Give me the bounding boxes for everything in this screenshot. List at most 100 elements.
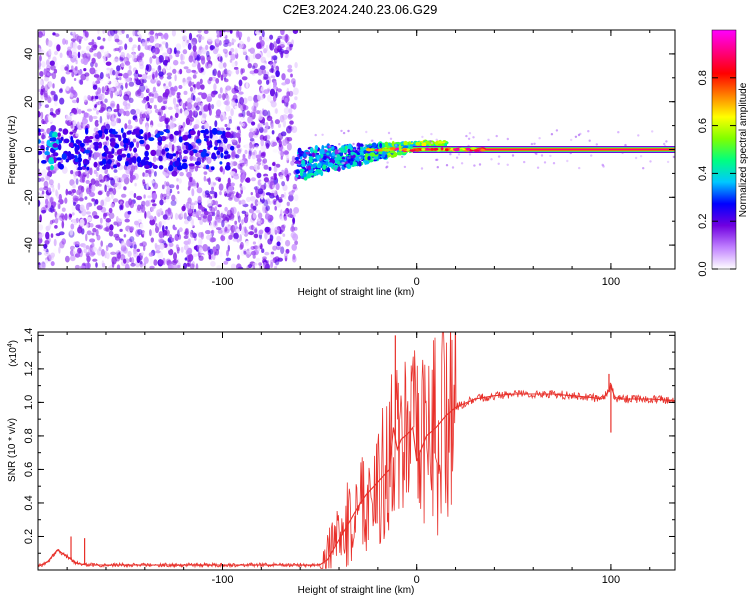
heatmap-cell (253, 100, 259, 108)
heatmap-cell (183, 149, 189, 154)
heatmap-cell (490, 158, 493, 161)
heatmap-cell (81, 208, 87, 217)
heatmap-cell (133, 193, 137, 198)
heatmap-cell (186, 39, 190, 44)
heatmap-cell (165, 42, 169, 49)
heatmap-cell (186, 231, 189, 239)
heatmap-cell (141, 42, 146, 47)
heatmap-cell (171, 170, 178, 177)
heatmap-cell (131, 157, 137, 163)
heatmap-cell (430, 141, 433, 145)
heatmap-cell (145, 95, 150, 102)
heatmap-cell (143, 194, 146, 199)
heatmap-cell (457, 153, 461, 156)
heatmap-cell (39, 54, 42, 62)
heatmap-cell (253, 68, 259, 74)
heatmap-cell (174, 74, 177, 82)
colorbar-tick-label: 0.2 (697, 214, 709, 229)
heatmap-cell (83, 95, 88, 103)
heatmap-cell (218, 183, 224, 191)
heatmap-cell (117, 218, 124, 223)
heatmap-cell (372, 157, 375, 161)
heatmap-cell (254, 227, 258, 233)
heatmap-cell (145, 169, 149, 173)
heatmap-cell (342, 131, 346, 135)
heatmap-cell (125, 103, 131, 110)
heatmap-cell (283, 107, 290, 115)
heatmap-cell (289, 43, 294, 48)
tone-blob (470, 147, 477, 150)
heatmap-cell (239, 234, 243, 242)
heatmap-cell (228, 51, 232, 56)
heatmap-cell (192, 232, 197, 238)
heatmap-cell (38, 102, 42, 110)
heatmap-cell (256, 172, 262, 179)
heatmap-cell (181, 35, 188, 41)
heatmap-cell (91, 198, 95, 202)
heatmap-cell (193, 50, 198, 59)
heatmap-cell (57, 227, 62, 231)
heatmap-cell (178, 178, 182, 184)
heatmap-cell (38, 79, 43, 86)
heatmap-cell (77, 45, 82, 50)
heatmap-cell (104, 146, 109, 154)
heatmap-cell (279, 114, 285, 123)
heatmap-cell (386, 165, 389, 168)
heatmap-cell (113, 109, 119, 113)
heatmap-cell (54, 33, 60, 37)
heatmap-cell (535, 152, 538, 156)
heatmap-cell (415, 141, 421, 146)
heatmap-cell (467, 137, 471, 140)
heatmap-cell (189, 231, 196, 238)
heatmap-cell (171, 237, 175, 242)
heatmap-cell (274, 45, 279, 50)
heatmap-cell (56, 157, 62, 161)
heatmap-cell (211, 229, 215, 235)
heatmap-cell (130, 109, 137, 115)
heatmap-cell (135, 128, 141, 135)
heatmap-cell (188, 110, 193, 118)
heatmap-cell (99, 46, 104, 50)
heatmap-cell (65, 188, 69, 196)
heatmap-cell (63, 138, 70, 144)
heatmap-cell (80, 80, 84, 85)
heatmap-cell (225, 131, 232, 138)
heatmap-cell (165, 181, 170, 187)
heatmap-cell (103, 51, 108, 57)
heatmap-cell (201, 116, 205, 124)
heatmap-cell (252, 254, 256, 259)
heatmap-cell (50, 233, 54, 238)
heatmap-cell (249, 47, 255, 54)
heatmap-cell (41, 140, 45, 144)
heatmap-cell (253, 163, 260, 171)
heatmap-cell (468, 153, 472, 156)
heatmap-cell (264, 231, 268, 240)
heatmap-cell (277, 123, 282, 128)
heatmap-cell (163, 32, 169, 40)
heatmap-cell (127, 69, 133, 76)
heatmap-cell (240, 105, 243, 112)
heatmap-cell (180, 53, 183, 61)
heatmap-cell (222, 93, 226, 101)
heatmap-cell (58, 246, 61, 254)
heatmap-cell (148, 35, 155, 43)
heatmap-cell (215, 176, 222, 181)
heatmap-cell (269, 88, 276, 97)
heatmap-cell (321, 133, 324, 136)
heatmap-cell (54, 217, 59, 224)
heatmap-cell (219, 87, 223, 94)
heatmap-cell (104, 82, 108, 91)
spectrogram-panel: -100 0 100 -40 -20 0 20 40 Height of straight l… (7, 29, 676, 298)
heatmap-cell (53, 238, 57, 247)
heatmap-cell (229, 59, 233, 63)
heatmap-cell (322, 164, 327, 171)
heatmap-cell (210, 90, 216, 98)
heatmap-cell (287, 64, 293, 70)
heatmap-cell (189, 230, 193, 234)
heatmap-cell (92, 227, 97, 233)
heatmap-cell (145, 256, 148, 262)
heatmap-cell (242, 169, 245, 176)
heatmap-cell (533, 142, 536, 145)
heatmap-cell (124, 263, 130, 269)
heatmap-cell (216, 130, 223, 135)
